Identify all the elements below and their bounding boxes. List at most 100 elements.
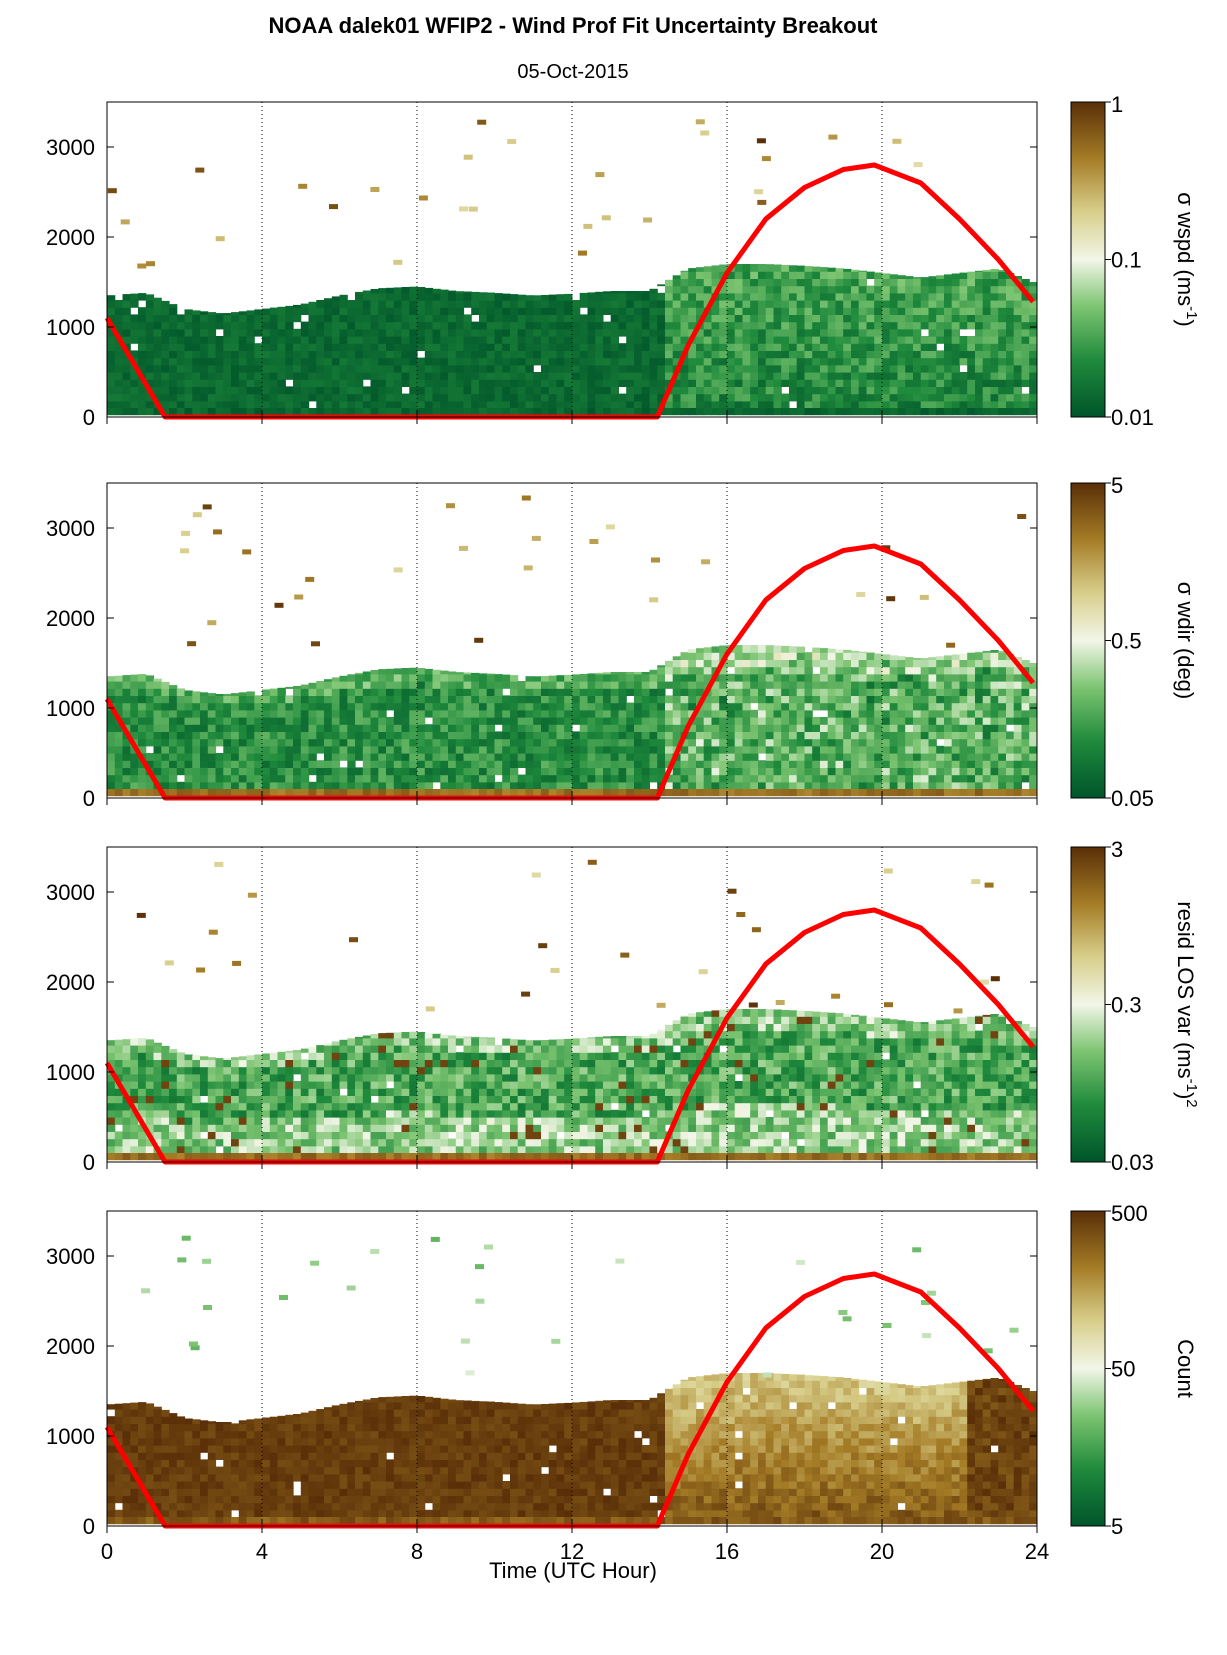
heatmap-cell	[595, 789, 604, 797]
heatmap-cell	[905, 702, 914, 711]
heatmap-cell	[665, 343, 674, 351]
heatmap-cell	[339, 1039, 348, 1046]
heatmap-cell	[161, 357, 170, 366]
heatmap-cell	[355, 400, 364, 409]
heatmap-cell	[277, 695, 286, 704]
heatmap-cell	[215, 1131, 224, 1140]
heatmap-cell	[750, 408, 759, 416]
heatmap-cell	[959, 386, 968, 395]
heatmap-cell	[711, 379, 720, 387]
heatmap-cell	[324, 1088, 333, 1096]
heatmap-cell	[339, 1081, 348, 1089]
heatmap-cell	[796, 386, 805, 395]
heatmap-cell	[711, 652, 720, 660]
heatmap-cell	[657, 688, 666, 696]
heatmap-cell	[858, 738, 867, 747]
heatmap-cell	[548, 760, 557, 768]
heatmap-cell	[579, 753, 588, 761]
heatmap-cell	[858, 753, 867, 761]
heatmap-cell	[897, 393, 906, 402]
heatmap-cell	[750, 681, 759, 689]
heatmap-cell	[951, 278, 960, 287]
heatmap-cell	[370, 379, 379, 387]
heatmap-cell	[657, 702, 666, 711]
heatmap-cell	[502, 760, 511, 768]
heatmap-cell	[176, 350, 186, 359]
heatmap-cell	[417, 393, 426, 402]
heatmap-cell	[998, 681, 1007, 689]
heatmap-cell	[107, 350, 116, 359]
heatmap-cell	[161, 681, 170, 689]
heatmap-cell	[734, 271, 743, 279]
heatmap-cell	[765, 271, 774, 279]
heatmap-cell	[936, 659, 945, 668]
heatmap-cell	[130, 379, 139, 387]
heatmap-cell	[649, 695, 658, 704]
heatmap-cell	[238, 408, 248, 416]
heatmap-cell	[982, 760, 991, 768]
heatmap-cell	[990, 666, 999, 675]
heatmap-cell	[393, 724, 403, 732]
heatmap-cell	[525, 372, 534, 380]
heatmap-cell	[928, 753, 937, 761]
heatmap-cell	[324, 738, 333, 747]
heatmap-cell	[990, 328, 999, 337]
heatmap-cell	[975, 695, 984, 704]
heatmap-cell	[107, 300, 116, 308]
heatmap-cell	[665, 364, 674, 373]
heatmap-cell	[238, 336, 248, 344]
heatmap-cell	[184, 386, 193, 395]
y-tick-label: 1000	[46, 315, 95, 340]
heatmap-cell	[479, 372, 488, 380]
heatmap-cell	[432, 328, 441, 337]
heatmap-cell	[417, 681, 426, 689]
heatmap-cell	[641, 314, 650, 323]
heatmap-cell	[897, 300, 906, 308]
heatmap-cell	[843, 379, 852, 387]
heatmap-cell	[471, 336, 480, 344]
heatmap-cell	[858, 702, 867, 711]
heatmap-cell	[169, 372, 178, 380]
heatmap-cell	[207, 386, 217, 395]
heatmap-cell	[153, 753, 162, 761]
heatmap-cell	[355, 343, 364, 351]
heatmap-cell	[765, 278, 774, 287]
heatmap-cell	[1013, 753, 1022, 761]
heatmap-cell	[727, 285, 736, 294]
heatmap-cell	[285, 1131, 294, 1140]
heatmap-cell	[355, 767, 364, 776]
heatmap-cell	[874, 307, 883, 315]
heatmap-cell	[781, 357, 790, 366]
heatmap-cell	[324, 336, 333, 344]
heatmap-cell	[510, 695, 519, 704]
heatmap-cell	[975, 408, 984, 416]
heatmap-cell	[936, 688, 945, 696]
heatmap-cell	[564, 408, 573, 416]
heatmap-cell	[889, 300, 898, 308]
heatmap-cell	[626, 745, 635, 754]
heatmap-cell	[161, 336, 170, 344]
heatmap-cell	[634, 745, 643, 754]
heatmap-cell	[393, 774, 403, 783]
heatmap-cell	[401, 343, 410, 351]
heatmap-cell	[331, 1124, 341, 1132]
heatmap-cell	[913, 666, 922, 675]
heatmap-cell	[298, 183, 308, 189]
heatmap-cell	[796, 789, 805, 797]
heatmap-cell	[1021, 350, 1030, 359]
heatmap-cell	[223, 1073, 232, 1082]
heatmap-cell	[827, 774, 836, 783]
heatmap-cell	[820, 357, 829, 366]
heatmap-cell	[517, 789, 526, 797]
heatmap-cell	[998, 400, 1007, 409]
heatmap-cell	[455, 672, 465, 675]
heatmap-cell	[107, 753, 116, 761]
heatmap-cell	[680, 314, 689, 323]
heatmap-cell	[727, 314, 736, 323]
heatmap-cell	[122, 393, 131, 402]
heatmap-cell	[238, 350, 248, 359]
heatmap-cell	[347, 760, 356, 768]
heatmap-cell	[525, 328, 534, 337]
heatmap-cell	[347, 328, 356, 337]
heatmap-cell	[742, 350, 751, 359]
